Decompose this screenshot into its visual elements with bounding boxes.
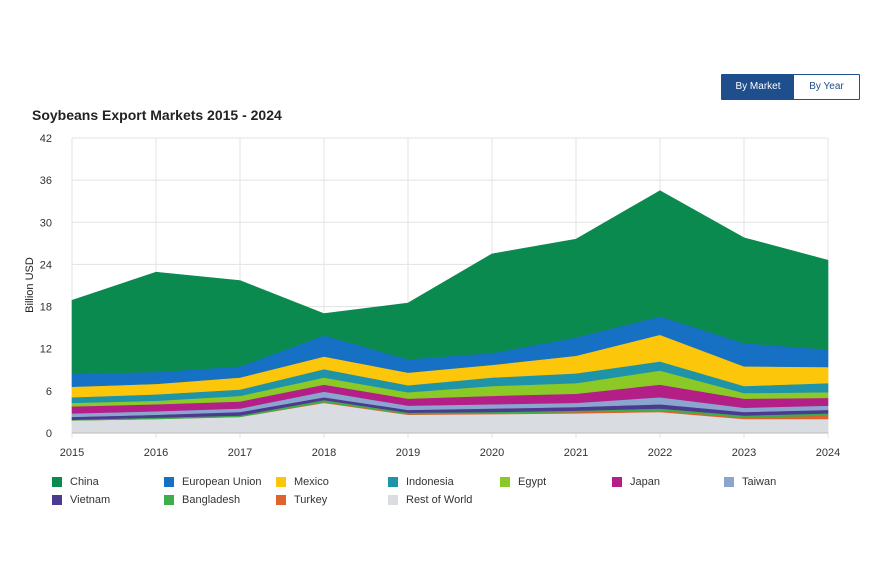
legend-swatch bbox=[500, 477, 510, 487]
legend-label: Japan bbox=[630, 476, 660, 488]
legend-item-indonesia[interactable]: Indonesia bbox=[388, 475, 500, 489]
legend-swatch bbox=[276, 477, 286, 487]
x-tick-label: 2024 bbox=[816, 447, 840, 459]
legend-swatch bbox=[388, 495, 398, 505]
by-year-button[interactable]: By Year bbox=[794, 75, 859, 99]
y-tick-label: 42 bbox=[40, 133, 52, 145]
legend-label: China bbox=[70, 476, 99, 488]
legend-item-japan[interactable]: Japan bbox=[612, 475, 724, 489]
x-tick-label: 2018 bbox=[312, 447, 336, 459]
legend-label: Bangladesh bbox=[182, 494, 241, 506]
legend-item-turkey[interactable]: Turkey bbox=[276, 493, 388, 507]
y-tick-label: 24 bbox=[40, 259, 52, 271]
legend-item-vietnam[interactable]: Vietnam bbox=[52, 493, 164, 507]
legend-swatch bbox=[612, 477, 622, 487]
y-axis-label: Billion USD bbox=[24, 257, 36, 313]
legend-label: Indonesia bbox=[406, 476, 454, 488]
x-tick-label: 2015 bbox=[60, 447, 84, 459]
y-tick-label: 36 bbox=[40, 175, 52, 187]
chart-title: Soybeans Export Markets 2015 - 2024 bbox=[32, 107, 282, 123]
legend-item-egypt[interactable]: Egypt bbox=[500, 475, 612, 489]
chart-areas bbox=[71, 190, 829, 434]
x-tick-label: 2023 bbox=[732, 447, 756, 459]
x-tick-label: 2022 bbox=[648, 447, 672, 459]
legend-item-mexico[interactable]: Mexico bbox=[276, 475, 388, 489]
y-tick-label: 6 bbox=[46, 386, 52, 398]
legend-item-china[interactable]: China bbox=[52, 475, 164, 489]
x-tick-label: 2021 bbox=[564, 447, 588, 459]
legend-item-european-union[interactable]: European Union bbox=[164, 475, 276, 489]
y-tick-label: 0 bbox=[46, 428, 52, 440]
legend-swatch bbox=[164, 477, 174, 487]
legend: China European Union Mexico Indonesia Egypt J… bbox=[52, 475, 842, 507]
x-tick-label: 2017 bbox=[228, 447, 252, 459]
legend-swatch bbox=[52, 495, 62, 505]
legend-label: Vietnam bbox=[70, 494, 111, 506]
y-tick-label: 18 bbox=[40, 302, 52, 314]
legend-label: Taiwan bbox=[742, 476, 777, 488]
legend-label: Turkey bbox=[294, 494, 328, 506]
area-china[interactable] bbox=[71, 190, 829, 375]
legend-swatch bbox=[164, 495, 174, 505]
legend-swatch bbox=[52, 477, 62, 487]
legend-label: Mexico bbox=[294, 476, 329, 488]
legend-swatch bbox=[724, 477, 734, 487]
legend-label: Egypt bbox=[518, 476, 547, 488]
axes: 0 6 12 18 24 30 36 42 2015 2016 2017 2018 2019 2020 20… bbox=[40, 133, 840, 459]
legend-label: Rest of World bbox=[406, 494, 473, 506]
legend-swatch bbox=[276, 495, 286, 505]
legend-item-rest-of-world[interactable]: Rest of World bbox=[388, 493, 500, 507]
y-tick-label: 12 bbox=[40, 344, 52, 356]
legend-item-bangladesh[interactable]: Bangladesh bbox=[164, 493, 276, 507]
legend-swatch bbox=[388, 477, 398, 487]
y-tick-label: 30 bbox=[40, 217, 52, 229]
legend-label: European Union bbox=[182, 476, 262, 488]
by-market-button[interactable]: By Market bbox=[722, 75, 794, 99]
x-tick-label: 2020 bbox=[480, 447, 504, 459]
legend-item-taiwan[interactable]: Taiwan bbox=[724, 475, 836, 489]
view-toggle: By Market By Year bbox=[721, 74, 860, 100]
x-tick-label: 2016 bbox=[144, 447, 168, 459]
x-tick-label: 2019 bbox=[396, 447, 420, 459]
